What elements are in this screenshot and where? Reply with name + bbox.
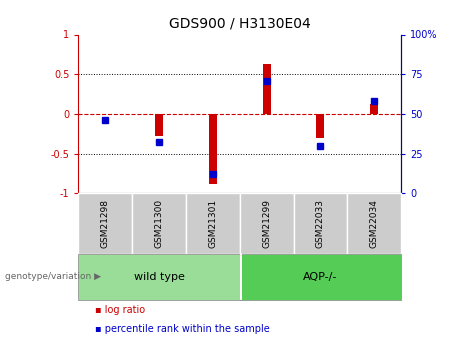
Text: GSM22033: GSM22033 bbox=[316, 199, 325, 248]
Bar bbox=[263, 64, 271, 114]
Bar bbox=[316, 114, 325, 138]
Text: AQP-/-: AQP-/- bbox=[303, 272, 337, 282]
Bar bbox=[155, 114, 163, 136]
Bar bbox=[209, 114, 217, 184]
Text: wild type: wild type bbox=[134, 272, 184, 282]
Bar bbox=[370, 104, 378, 114]
Text: ▪ log ratio: ▪ log ratio bbox=[95, 305, 145, 315]
Text: GSM21301: GSM21301 bbox=[208, 199, 217, 248]
Text: ▪ percentile rank within the sample: ▪ percentile rank within the sample bbox=[95, 324, 269, 334]
Text: GSM21299: GSM21299 bbox=[262, 199, 271, 248]
Text: genotype/variation ▶: genotype/variation ▶ bbox=[5, 272, 100, 282]
Text: GSM21298: GSM21298 bbox=[101, 199, 110, 248]
Text: GSM21300: GSM21300 bbox=[154, 199, 164, 248]
Text: GSM22034: GSM22034 bbox=[370, 199, 378, 248]
Title: GDS900 / H3130E04: GDS900 / H3130E04 bbox=[169, 17, 311, 31]
